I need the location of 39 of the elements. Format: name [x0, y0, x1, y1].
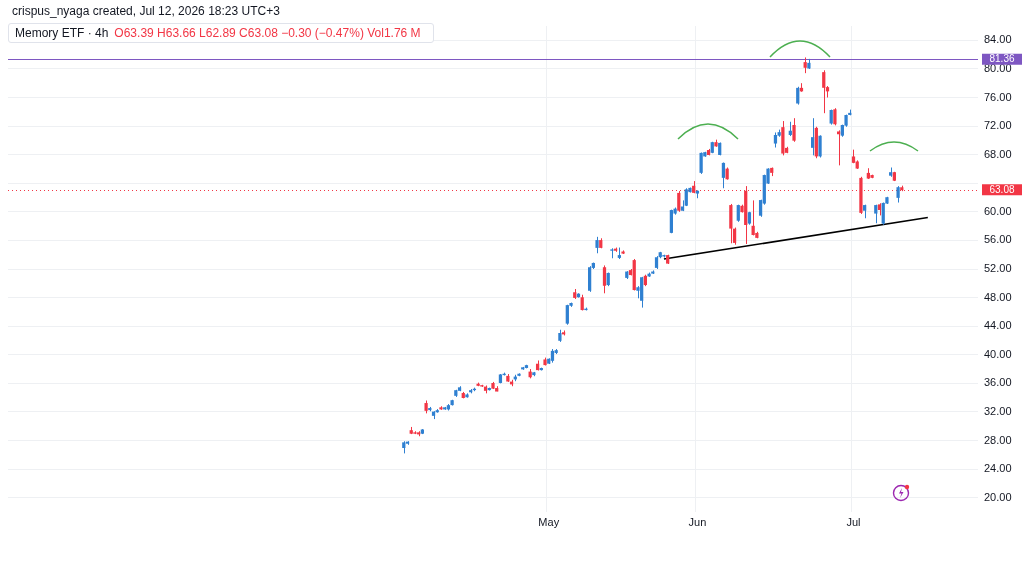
candlestick — [833, 107, 837, 126]
y-tick-label: 60.00 — [984, 204, 1012, 217]
annotation: Memory ETF · 4h — [15, 26, 109, 40]
candlestick — [450, 399, 454, 407]
candlestick — [896, 185, 900, 204]
candlestick — [595, 236, 599, 254]
y-tick-label: 84.00 — [984, 33, 1012, 46]
candlestick — [818, 134, 822, 159]
y-tick-label: 24.00 — [984, 462, 1012, 475]
x-tick-label: Jun — [688, 515, 707, 528]
candlestick — [699, 152, 703, 175]
candlestick — [424, 400, 428, 414]
y-tick-label: 40.00 — [984, 347, 1012, 360]
x-tick-label: May — [538, 515, 560, 528]
y-tick-label: 56.00 — [984, 233, 1012, 246]
x-tick-label: Jul — [846, 515, 861, 528]
candlestick — [532, 371, 536, 377]
candlestick — [491, 381, 495, 390]
text: crispus_nyaga created, Jul 12, 2026 18:23 UTC+3 — [12, 4, 280, 18]
candlestick — [792, 117, 796, 143]
y-tick-label: 28.00 — [984, 433, 1012, 446]
y-tick-label: 76.00 — [984, 90, 1012, 103]
y-tick-label: 48.00 — [984, 290, 1012, 303]
candlestick — [781, 120, 785, 156]
annotation: O63.39 H63.66 L62.89 C63.08 −0.30 (−0.47%) Vol1.76 M — [114, 26, 421, 40]
y-tick-label: 52.00 — [984, 262, 1012, 275]
ref-line-label: 63.08 — [989, 183, 1015, 195]
y-tick-label: 36.00 — [984, 376, 1012, 389]
y-tick-label: 68.00 — [984, 147, 1012, 160]
ref-line-label: 81.36 — [989, 52, 1015, 64]
y-tick-label: 80.00 — [984, 61, 1012, 74]
y-tick-label: 20.00 — [984, 490, 1012, 503]
y-tick-label: 32.00 — [984, 404, 1012, 417]
candlestick — [413, 430, 417, 435]
y-tick-label: 44.00 — [984, 319, 1012, 332]
candlestick — [610, 247, 614, 259]
y-tick-label: 72.00 — [984, 119, 1012, 132]
candlestick — [465, 392, 469, 399]
candlestick — [558, 329, 562, 343]
